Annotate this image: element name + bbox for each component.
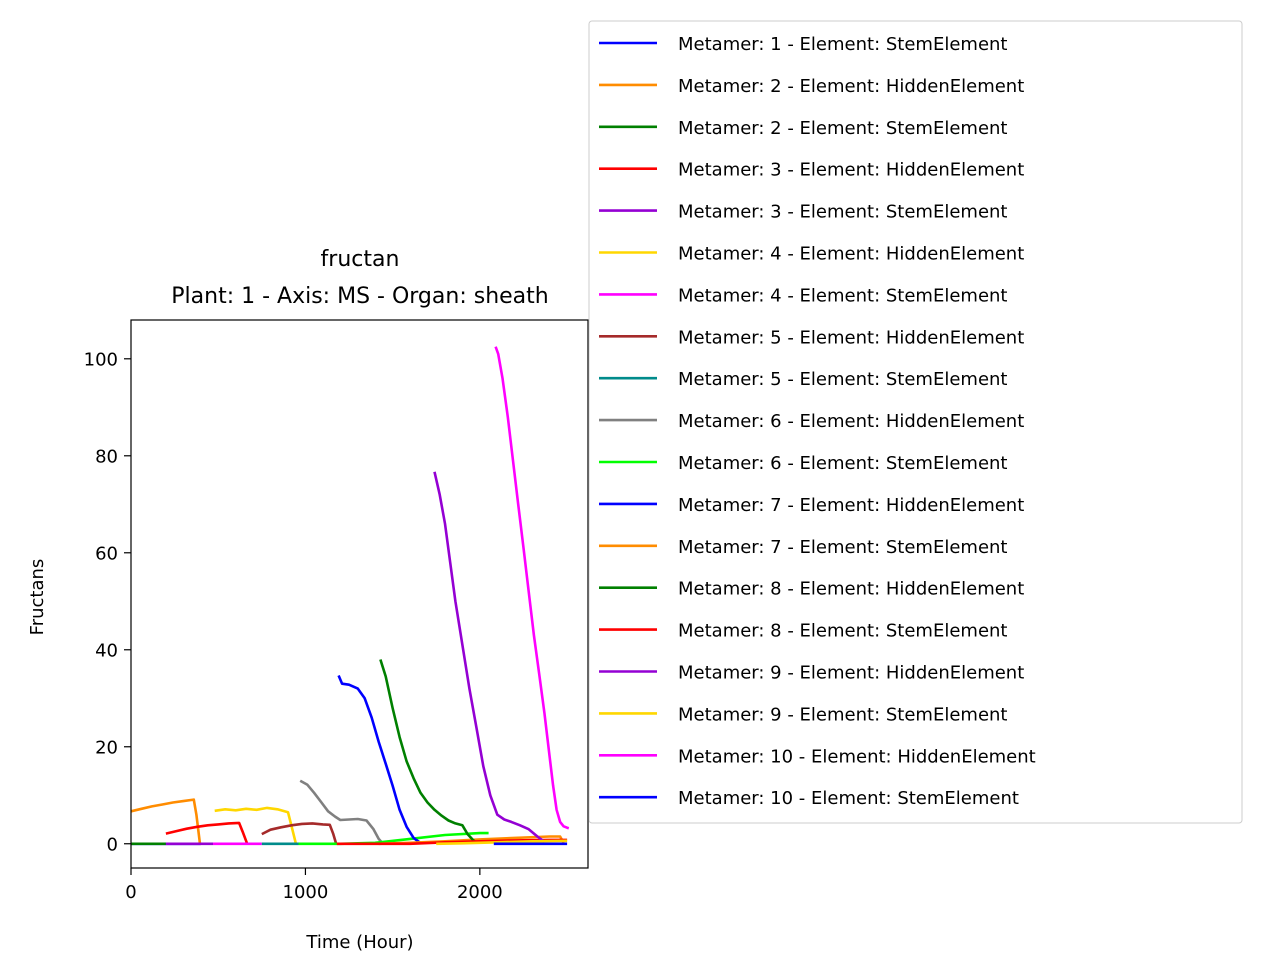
legend-label-14: Metamer: 8 - Element: HiddenElement [678,579,1024,600]
y-axis: 0 20 40 60 80 100 [84,349,131,855]
x-axis-label: Time (Hour) [305,932,413,953]
x-tick-label-1: 1000 [283,882,329,903]
y-tick-label-4: 80 [95,446,118,467]
legend-box [588,20,1243,824]
chart-title: fructan [321,247,400,272]
series-line-11 [298,831,489,846]
legend-label-7: Metamer: 4 - Element: StemElement [678,285,1007,306]
legend-label-10: Metamer: 6 - Element: HiddenElement [678,411,1024,432]
chart-subtitle: Plant: 1 - Axis: MS - Organ: sheath [171,284,548,309]
y-tick-label-1: 20 [95,737,118,758]
legend-label-11: Metamer: 6 - Element: StemElement [678,453,1007,474]
legend-label-5: Metamer: 3 - Element: StemElement [678,202,1007,223]
legend-label-13: Metamer: 7 - Element: StemElement [678,537,1007,558]
series-line-6 [214,806,298,844]
series-line-10 [299,779,384,844]
legend-label-15: Metamer: 8 - Element: StemElement [678,621,1007,642]
legend-label-18: Metamer: 10 - Element: HiddenElement [678,746,1036,767]
x-tick-label-2: 2000 [457,882,503,903]
plot-frame [130,319,589,869]
legend-label-3: Metamer: 2 - Element: StemElement [678,118,1007,139]
plot-series [130,346,570,846]
y-tick-label-5: 100 [84,349,118,370]
legend-label-16: Metamer: 9 - Element: HiddenElement [678,663,1024,684]
legend-label-19: Metamer: 10 - Element: StemElement [678,788,1019,809]
y-tick-label-2: 40 [95,640,118,661]
series-line-8 [261,822,338,844]
series-line-4 [165,821,249,844]
legend-label-6: Metamer: 4 - Element: HiddenElement [678,244,1024,265]
x-axis: 0 1000 2000 [125,868,503,903]
x-tick-label-0: 0 [125,882,136,903]
legend-label-9: Metamer: 5 - Element: StemElement [678,369,1007,390]
y-axis-label: Fructans [27,559,48,636]
legend-label-4: Metamer: 3 - Element: HiddenElement [678,160,1024,181]
series-line-17 [436,839,568,846]
series-line-18 [494,346,570,830]
legend-label-12: Metamer: 7 - Element: HiddenElement [678,495,1024,516]
series-line-2 [130,798,202,844]
legend-label-17: Metamer: 9 - Element: StemElement [678,704,1007,725]
legend-label-8: Metamer: 5 - Element: HiddenElement [678,327,1024,348]
y-tick-label-0: 0 [107,834,118,855]
series-line-16 [433,471,546,843]
y-tick-label-3: 60 [95,543,118,564]
legend-label-1: Metamer: 1 - Element: StemElement [678,34,1007,55]
legend-label-2: Metamer: 2 - Element: HiddenElement [678,76,1024,97]
series-line-12 [337,674,423,845]
series-line-14 [379,659,478,844]
legend: Metamer: 1 - Element: StemElement Metamer… [588,20,1243,824]
